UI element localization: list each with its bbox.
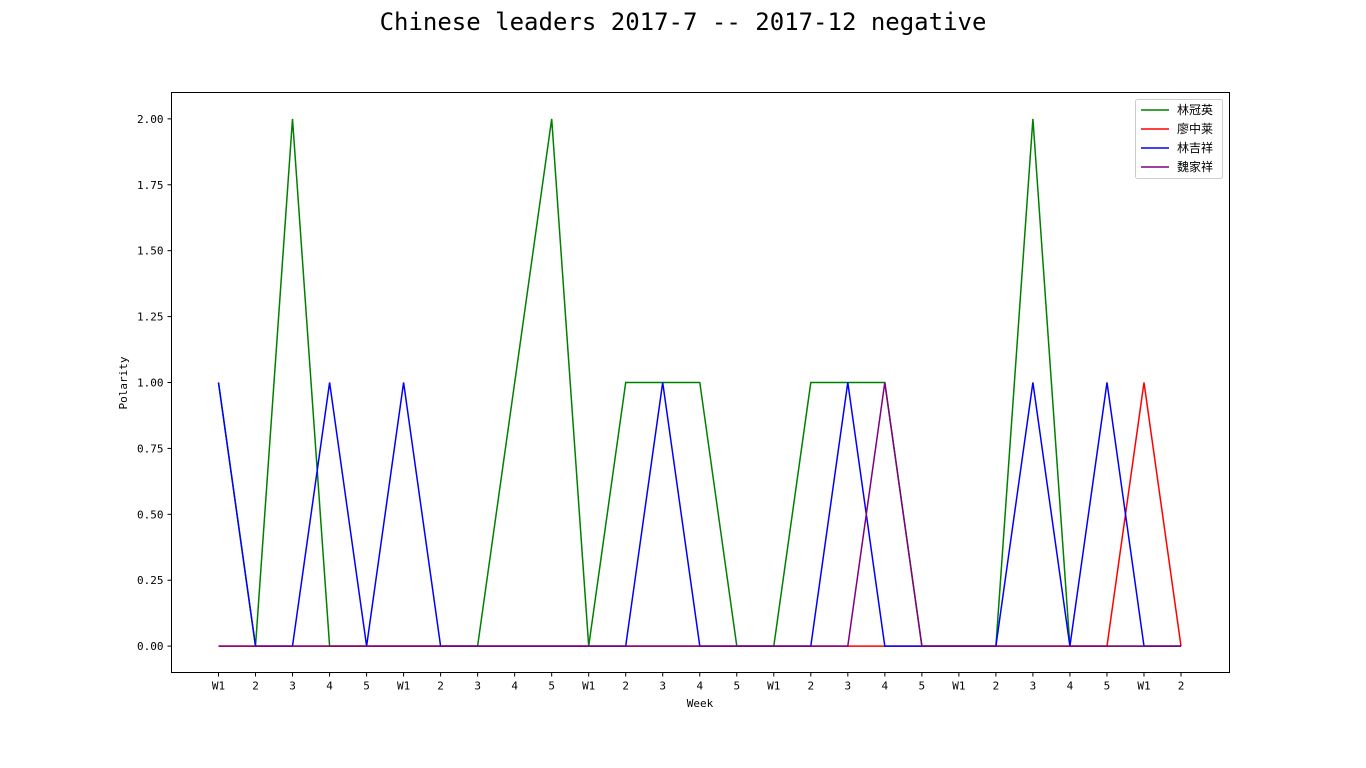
x-tick-label: 5 (733, 680, 740, 693)
y-tick-label: 2.00 (137, 113, 164, 126)
x-tick-label: 2 (437, 680, 444, 693)
x-tick-label: 4 (1067, 680, 1074, 693)
chart-title: Chinese leaders 2017-7 -- 2017-12 negati… (379, 8, 987, 36)
y-tick-label: 1.50 (137, 245, 164, 258)
x-tick-label: W1 (582, 680, 595, 693)
x-tick-label: 3 (474, 680, 481, 693)
x-tick-label: 3 (1030, 680, 1037, 693)
x-tick-label: 5 (548, 680, 555, 693)
x-tick-label: 4 (882, 680, 889, 693)
x-tick-label: W1 (767, 680, 780, 693)
x-tick-label: 4 (511, 680, 518, 693)
x-tick-label: 2 (1178, 680, 1185, 693)
x-tick-label: 3 (845, 680, 852, 693)
x-tick-label: 3 (289, 680, 296, 693)
x-tick-label: 4 (696, 680, 703, 693)
x-tick-label: 5 (919, 680, 926, 693)
x-tick-label: 5 (1104, 680, 1111, 693)
y-tick-label: 1.00 (137, 377, 164, 390)
x-tick-label: 2 (807, 680, 814, 693)
legend-entry-label: 林冠英 (1177, 103, 1213, 117)
y-tick-label: 0.50 (137, 508, 164, 521)
y-tick-label: 1.25 (137, 311, 164, 324)
series-line-0 (217, 118, 1181, 647)
x-tick-label: 2 (252, 680, 259, 693)
x-tick-label: W1 (212, 680, 225, 693)
series-layer (217, 118, 1182, 647)
series-line-1 (218, 382, 1182, 647)
series-line-2 (217, 382, 1181, 647)
legend-entry-label: 林吉祥 (1177, 141, 1213, 155)
x-tick-label: 5 (363, 680, 370, 693)
legend-entry-label: 魏家祥 (1177, 159, 1213, 174)
x-axis-label: Week (687, 697, 714, 710)
y-tick-label: 0.25 (137, 574, 164, 587)
x-tick-label: 4 (326, 680, 333, 693)
y-tick-label: 0.00 (137, 640, 164, 653)
y-axis-label: Polarity (117, 356, 130, 409)
x-tick-label: 2 (622, 680, 629, 693)
x-axis: W1 2 3 4 5 W1 2 3 4 5 W1 2 3 4 5 W1 2 3 4 5 W1 2 3 4 5 W1 2 (212, 672, 1185, 693)
y-tick-label: 0.75 (137, 442, 164, 455)
legend-entry-label: 廖中莱 (1177, 121, 1213, 136)
x-tick-label: W1 (1137, 680, 1150, 693)
x-tick-label: W1 (952, 680, 965, 693)
legend-frame (1135, 99, 1223, 179)
y-tick-label: 1.75 (137, 179, 164, 192)
x-tick-label: W1 (397, 680, 410, 693)
x-tick-label: 2 (993, 680, 1000, 693)
x-tick-label: 3 (659, 680, 666, 693)
y-axis: 0.00 0.25 0.50 0.75 1.00 1.25 1.50 1.75 2.00 (137, 113, 172, 653)
series-line-3 (218, 382, 1181, 647)
